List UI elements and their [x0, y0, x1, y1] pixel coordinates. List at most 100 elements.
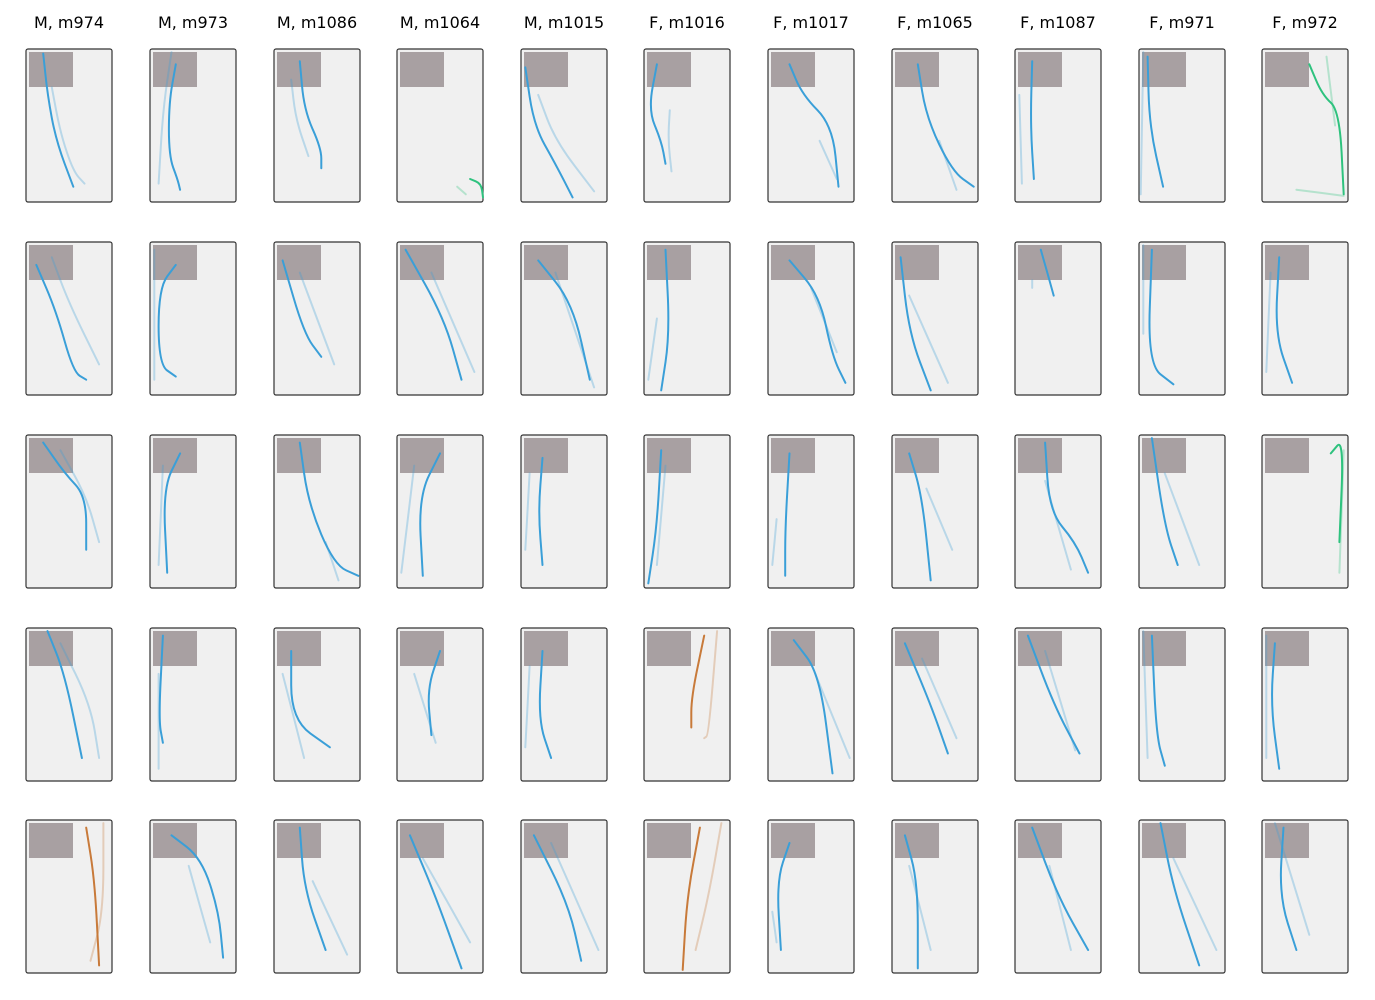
trajectory-main — [290, 650, 331, 749]
shelter-zone — [524, 823, 568, 858]
arena-panel — [396, 819, 484, 974]
arena-outline — [767, 241, 855, 396]
arena-panel — [520, 819, 608, 974]
trajectory-faded — [1044, 479, 1072, 571]
shelter-zone — [647, 438, 691, 473]
trajectory-faded — [1172, 857, 1218, 951]
arena-panel — [149, 434, 237, 589]
trajectory-faded — [157, 464, 164, 566]
arena-panel — [643, 48, 731, 203]
arena-panel — [767, 48, 855, 203]
trajectory-faded — [400, 464, 416, 574]
arena-panel — [767, 434, 855, 589]
trajectory-faded — [1325, 55, 1337, 127]
trajectory-main — [784, 452, 791, 577]
arena-panel — [643, 241, 731, 396]
shelter-zone — [1265, 52, 1309, 87]
trajectory-faded — [694, 822, 723, 951]
shelter-zone — [29, 245, 73, 280]
arena-panel — [25, 241, 113, 396]
trajectory-main — [899, 256, 932, 392]
trajectory-main — [908, 452, 932, 582]
trajectory-main — [649, 63, 667, 165]
arena-outline — [273, 434, 361, 589]
trajectory-main — [1146, 55, 1165, 188]
arena-panel — [1014, 627, 1102, 782]
shelter-zone — [524, 52, 568, 87]
arena-outline — [25, 241, 113, 396]
trajectory-main — [1031, 826, 1090, 951]
arena-panel — [25, 627, 113, 782]
shelter-zone — [771, 52, 815, 87]
arena-outline — [1138, 241, 1226, 396]
shelter-zone — [1142, 438, 1186, 473]
column-title: F, m1065 — [897, 13, 973, 32]
trajectory-faded — [655, 464, 667, 566]
shelter-zone — [277, 52, 321, 87]
trajectory-faded — [59, 449, 101, 544]
arena-outline — [273, 627, 361, 782]
column-title: M, m1064 — [400, 13, 480, 32]
arena-outline — [273, 819, 361, 974]
arena-panel — [1138, 241, 1226, 396]
arena-panel — [273, 48, 361, 203]
arena-panel — [520, 627, 608, 782]
trajectory-main — [1279, 826, 1298, 951]
trajectory-main — [167, 63, 182, 191]
trajectory-main — [537, 259, 591, 381]
shelter-zone — [400, 438, 444, 473]
column-title: F, m971 — [1149, 13, 1215, 32]
arena-outline — [1138, 434, 1226, 589]
shelter-zone — [29, 438, 73, 473]
trajectory-main — [788, 63, 840, 188]
shelter-zone — [647, 631, 691, 666]
arena-panel — [1014, 48, 1102, 203]
shelter-zone — [277, 245, 321, 280]
arena-outline — [891, 48, 979, 203]
trajectory-main — [903, 834, 919, 970]
arena-panel — [1261, 819, 1349, 974]
arena-panel — [396, 434, 484, 589]
arena-outline — [891, 434, 979, 589]
shelter-zone — [29, 52, 73, 87]
trajectory-faded — [456, 185, 467, 196]
shelter-zone — [895, 52, 939, 87]
shelter-zone — [647, 245, 691, 280]
trajectory-main — [85, 826, 101, 967]
arena-outline — [1014, 48, 1102, 203]
arena-panel — [273, 241, 361, 396]
shelter-zone — [153, 245, 197, 280]
trajectory-main — [777, 842, 791, 951]
trajectory-faded — [1295, 188, 1345, 197]
panels-layer: M, m974 M, m973 M, m1086 M, m1064 M, m1015 F,… — [25, 13, 1349, 974]
arena-outline — [273, 48, 361, 203]
arena-panel — [891, 48, 979, 203]
trajectory-main — [46, 630, 83, 759]
arena-outline — [891, 241, 979, 396]
shelter-zone — [29, 823, 73, 858]
arena-outline — [1261, 434, 1349, 589]
arena-outline — [25, 434, 113, 589]
shelter-zone — [524, 631, 568, 666]
arena-outline — [1138, 819, 1226, 974]
arena-panel — [1014, 819, 1102, 974]
trajectory-main — [404, 248, 463, 381]
arena-outline — [1014, 434, 1102, 589]
trajectory-faded — [554, 271, 596, 389]
arena-outline — [767, 434, 855, 589]
column-title: M, m1015 — [524, 13, 604, 32]
trajectory-faded — [938, 139, 958, 191]
trajectory-faded — [1139, 51, 1145, 196]
shelter-zone — [1265, 245, 1309, 280]
shelter-zone — [771, 438, 815, 473]
trajectory-main — [1026, 634, 1081, 755]
arena-panel — [1014, 241, 1102, 396]
shelter-zone — [1265, 823, 1309, 858]
shelter-zone — [153, 438, 197, 473]
trajectory-faded — [524, 472, 531, 551]
column-title: F, m1017 — [773, 13, 849, 32]
trajectory-main — [1030, 60, 1035, 180]
trajectory-faded — [157, 51, 173, 185]
trajectory-main — [1271, 642, 1281, 770]
trajectory-main — [660, 248, 670, 392]
